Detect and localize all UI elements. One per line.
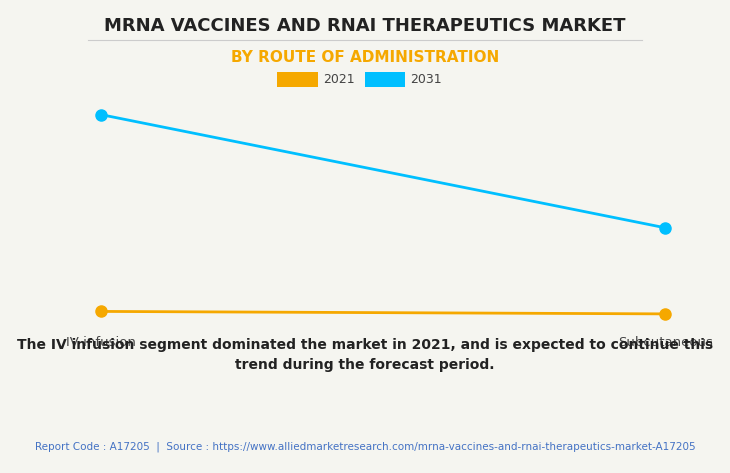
Text: BY ROUTE OF ADMINISTRATION: BY ROUTE OF ADMINISTRATION: [231, 50, 499, 65]
Text: The IV infusion segment dominated the market in 2021, and is expected to continu: The IV infusion segment dominated the ma…: [17, 338, 713, 372]
Text: Report Code : A17205  |  Source : https://www.alliedmarketresearch.com/mrna-vacc: Report Code : A17205 | Source : https://…: [35, 441, 695, 452]
Text: 2031: 2031: [410, 73, 442, 86]
Text: MRNA VACCINES AND RNAI THERAPEUTICS MARKET: MRNA VACCINES AND RNAI THERAPEUTICS MARK…: [104, 17, 626, 35]
Text: 2021: 2021: [323, 73, 354, 86]
